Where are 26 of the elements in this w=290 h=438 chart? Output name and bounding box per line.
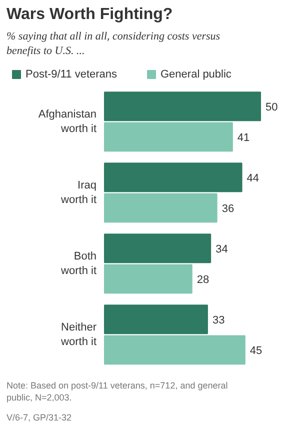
data-label: 33 — [212, 314, 225, 326]
legend-label: General public — [160, 68, 232, 80]
data-label: 36 — [222, 202, 234, 215]
y-tick-label: Iraq worth it — [60, 179, 97, 206]
bar — [104, 264, 192, 294]
bar — [104, 122, 233, 152]
data-label: 44 — [246, 172, 260, 184]
text: V/6-7, GP/31-32 — [6, 412, 72, 422]
data-label: 28 — [196, 274, 210, 286]
data-label: 34 — [216, 243, 228, 256]
y-tick-label: Afghanistan worth it — [38, 108, 97, 135]
bar — [104, 335, 246, 365]
bar — [104, 92, 261, 122]
legend-label: Post-9/11 veterans — [26, 68, 118, 80]
bar — [104, 234, 212, 264]
data-label: 45 — [250, 344, 262, 357]
bar — [104, 162, 242, 192]
text: Note: Based on post-9/11 veterans, n=712, and general public, N=2,003. — [6, 380, 228, 402]
data-label: 41 — [237, 132, 250, 144]
chart-title: Wars Worth Fighting? — [6, 6, 173, 23]
data-label: 50 — [266, 101, 278, 114]
chart-subtitle: % saying that all in all, considering costs versus benefits to U.S. ... — [6, 30, 220, 57]
bar — [104, 304, 208, 334]
y-tick-label: Both worth it — [60, 250, 97, 277]
bar — [104, 193, 218, 223]
y-tick-label: Neither worth it — [60, 321, 97, 348]
